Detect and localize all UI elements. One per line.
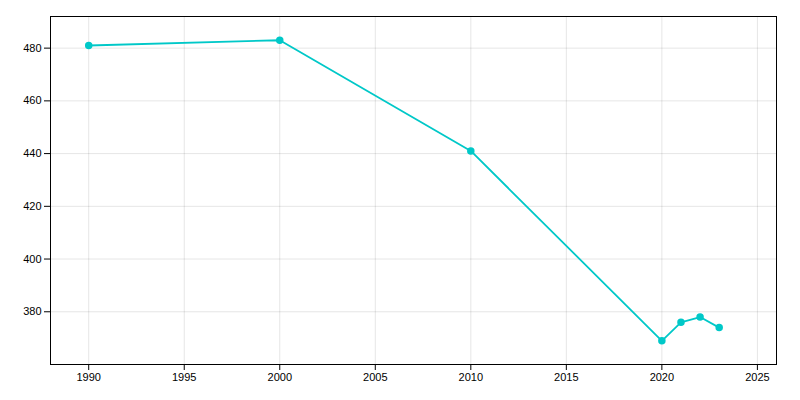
svg-text:1990: 1990 [76,371,100,383]
svg-text:2015: 2015 [554,371,578,383]
svg-text:2020: 2020 [650,371,674,383]
svg-text:420: 420 [23,200,41,212]
svg-text:380: 380 [23,305,41,317]
svg-text:460: 460 [23,94,41,106]
svg-text:480: 480 [23,42,41,54]
svg-text:2005: 2005 [363,371,387,383]
svg-text:440: 440 [23,147,41,159]
svg-text:1995: 1995 [172,371,196,383]
svg-text:2000: 2000 [268,371,292,383]
svg-text:400: 400 [23,253,41,265]
svg-text:2025: 2025 [745,371,769,383]
svg-text:2010: 2010 [459,371,483,383]
